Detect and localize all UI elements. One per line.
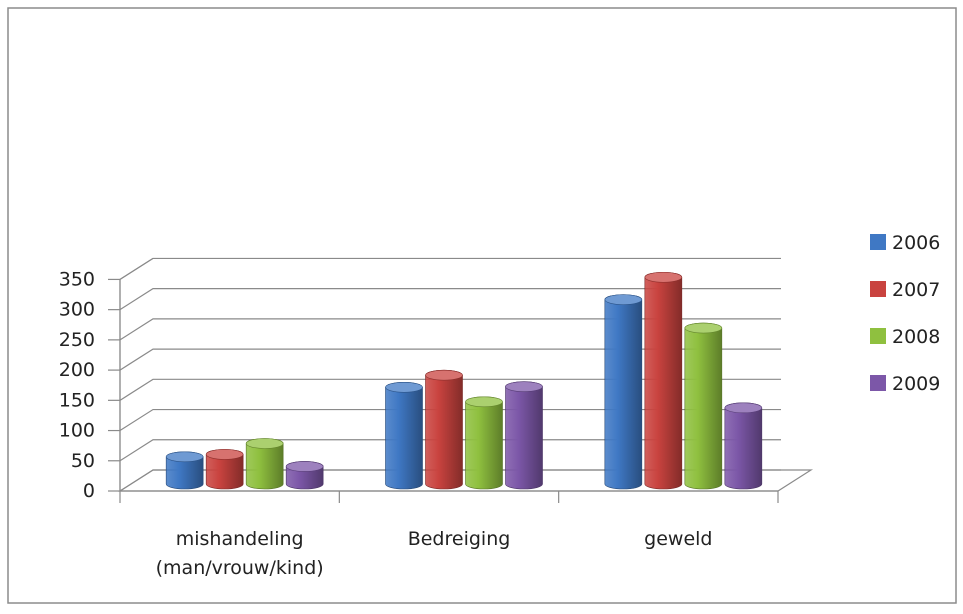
legend-item: 2008 — [870, 326, 940, 348]
legend-item: 2006 — [870, 232, 940, 254]
y-axis: 0 50 100 150 200 250 300 350 — [59, 268, 121, 502]
bar-top — [644, 271, 683, 283]
gridline — [119, 378, 781, 401]
gridline — [119, 469, 781, 492]
gridline — [119, 318, 781, 341]
y-tick-label: 50 — [71, 450, 95, 472]
y-tick-label: 100 — [59, 420, 95, 442]
legend-swatch — [870, 328, 886, 344]
x-tick-label: Bedreiging — [408, 528, 511, 550]
y-tick-label: 350 — [59, 268, 95, 290]
gridline — [119, 348, 781, 371]
y-tick-label: 0 — [83, 480, 95, 502]
legend: 2006 2007 2008 2009 — [870, 232, 940, 395]
bar-top — [245, 438, 284, 449]
bar-body — [465, 396, 503, 490]
legend-item: 2009 — [870, 373, 940, 395]
bar-body — [724, 402, 763, 490]
bar-top — [465, 396, 503, 408]
bar-top — [505, 381, 543, 392]
y-tick-label: 250 — [59, 329, 95, 351]
bar-2006-3 — [604, 294, 643, 490]
bar-2008-3 — [684, 322, 723, 490]
legend-label: 2008 — [892, 326, 940, 348]
bar-top — [604, 294, 643, 305]
legend-item: 2007 — [870, 279, 940, 301]
bar-top — [385, 381, 423, 393]
y-tick-label: 300 — [59, 299, 95, 321]
gridline — [119, 408, 781, 432]
bar-top — [724, 402, 763, 414]
bar-body — [644, 271, 683, 490]
bar-2008-1 — [245, 438, 284, 490]
bar-top — [165, 451, 204, 463]
x-tick-label: geweld — [644, 528, 712, 550]
legend-swatch — [870, 375, 886, 391]
legend-label: 2006 — [892, 232, 940, 254]
bar-2009-3 — [724, 402, 763, 490]
legend-swatch — [870, 281, 886, 297]
bar-2009-2 — [505, 381, 543, 490]
x-axis: mishandeling (man/vrouw/kind) Bedreiging ge… — [119, 490, 779, 579]
legend-label: 2007 — [892, 279, 940, 301]
bar-body — [385, 382, 423, 490]
bar-2007-2 — [425, 369, 463, 490]
chart-border — [7, 7, 957, 604]
bar-top — [285, 461, 324, 472]
x-tick-label: mishandeling (man/vrouw/kind) — [156, 528, 324, 579]
bar-body — [604, 294, 643, 490]
bar-body — [684, 322, 723, 490]
legend-swatch — [870, 234, 886, 250]
gridline — [119, 439, 781, 462]
y-tick-label: 150 — [59, 389, 95, 411]
bar-top — [425, 369, 463, 381]
y-tick-label: 200 — [59, 359, 95, 381]
gridlines — [119, 257, 781, 492]
bar-2007-1 — [205, 449, 244, 490]
gridline — [119, 257, 781, 280]
bar-top — [684, 322, 723, 334]
bar-2008-2 — [465, 396, 503, 490]
legend-label: 2009 — [892, 373, 940, 395]
gridline — [119, 288, 781, 311]
bar-2007-3 — [644, 271, 683, 490]
bar-body — [505, 381, 543, 490]
bar-2009-1 — [285, 461, 324, 490]
bar-2006-1 — [165, 451, 204, 490]
bar-2006-2 — [385, 381, 423, 490]
bars — [165, 271, 763, 490]
bar-top — [205, 449, 244, 460]
bar-body — [425, 369, 463, 490]
